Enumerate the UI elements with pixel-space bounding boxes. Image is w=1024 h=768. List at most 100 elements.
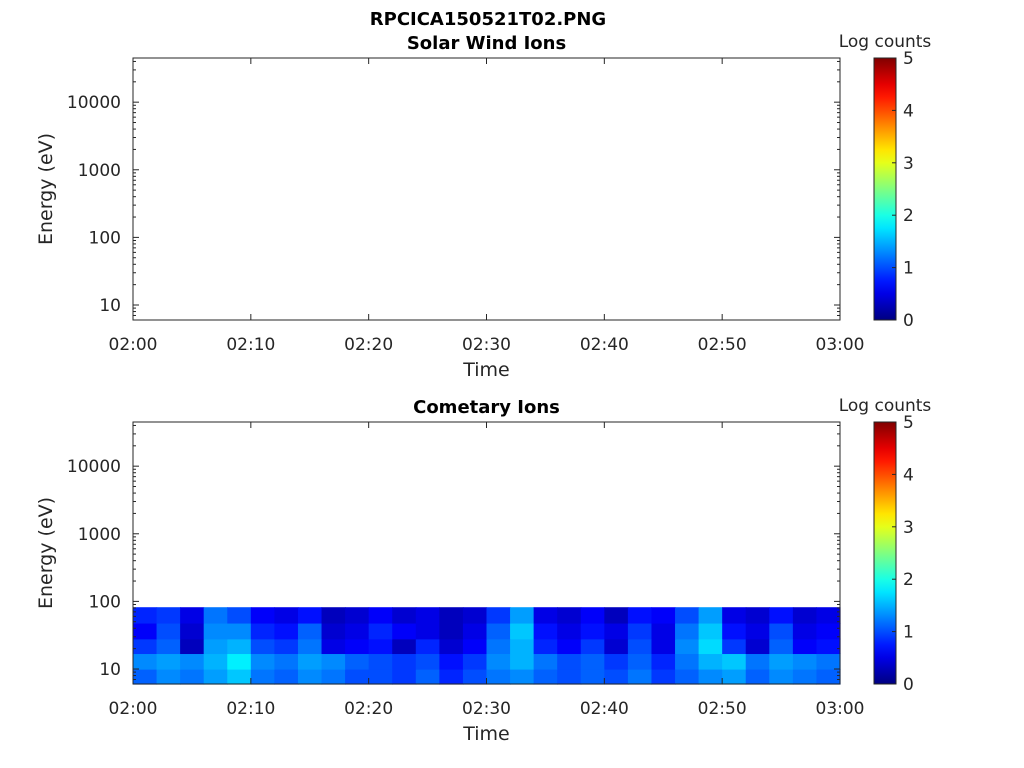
heatmap-cell [792,669,818,685]
heatmap-cell [698,669,723,685]
colorbar [873,57,897,321]
heatmap-cell [510,669,535,685]
heatmap-cell [698,638,723,655]
heatmap-cell [604,622,629,640]
y-tick-label: 10000 [67,457,121,477]
heatmap-cell [698,607,723,624]
heatmap-cell [604,653,629,670]
heatmap-cell [462,638,488,655]
heatmap-cell [415,607,440,624]
heatmap-cell [533,622,558,640]
heatmap-cell [345,638,370,655]
heatmap-cell [345,622,370,640]
x-tick-label: 03:00 [816,335,865,355]
heatmap-cell [486,653,511,670]
heatmap-cell [557,669,582,685]
heatmap-cell [227,653,252,670]
heatmap-cell [392,622,417,640]
heatmap-cell [133,638,158,655]
heatmap-cell [392,669,417,685]
heatmap-cell [816,607,841,624]
heatmap-cell [274,607,299,624]
heatmap-cell [651,653,676,670]
heatmap-cell [675,653,700,670]
heatmap-cell [698,622,723,640]
heatmap-cell [580,622,605,640]
heatmap-cell [651,669,676,685]
heatmap-cell [415,622,440,640]
heatmap-cell [510,607,535,624]
heatmap-cell [533,669,558,685]
heatmap-cell [745,669,770,685]
x-tick-label: 02:30 [462,699,511,719]
x-tick-label: 02:00 [109,699,158,719]
heatmap-cell [651,638,676,655]
heatmap-cell [769,638,794,655]
figure-title: RPCICA150521T02.PNG [370,9,606,30]
heatmap-cell [816,622,841,640]
heatmap-cell [250,653,275,670]
heatmap-cell [203,669,228,685]
x-tick-label: 02:40 [580,335,629,355]
panel-title: Solar Wind Ions [407,33,566,54]
heatmap-cell [462,669,488,685]
heatmap-cell [792,653,818,670]
heatmap-cell [722,607,747,624]
heatmap-cell [203,607,228,624]
heatmap-cell [816,653,841,670]
x-tick-label: 02:10 [226,699,275,719]
heatmap-cell [274,622,299,640]
y-axis-label: Energy (eV) [35,133,57,245]
colorbar-tick-label: 0 [903,311,914,331]
colorbar-label: Log counts [839,32,932,52]
heatmap-cell [321,653,346,670]
heatmap-cell [557,622,582,640]
colorbar-tick-label: 3 [903,154,914,174]
heatmap-cell [486,607,511,624]
heatmap-cells [133,607,841,685]
heatmap-cell [722,622,747,640]
heatmap-cell [675,669,700,685]
heatmap-cell [156,607,181,624]
heatmap-cell [439,669,464,685]
heatmap-cell [297,638,323,655]
heatmap-cell [203,622,228,640]
y-tick-label: 1000 [78,161,121,181]
heatmap-cell [180,638,205,655]
heatmap-cell [462,653,488,670]
y-tick-label: 1000 [78,525,121,545]
heatmap-cell [345,653,370,670]
colorbar-tick-label: 3 [903,518,914,538]
heatmap-cell [604,607,629,624]
heatmap-cell [133,653,158,670]
y-tick-label: 10 [99,296,121,316]
x-tick-label: 02:50 [698,335,747,355]
heatmap-cell [557,607,582,624]
heatmap-cell [297,669,323,685]
heatmap-cell [368,669,393,685]
heatmap-cell [627,669,653,685]
heatmap-cell [274,638,299,655]
x-tick-label: 03:00 [816,699,865,719]
heatmap-cell [345,607,370,624]
heatmap-cell [462,622,488,640]
heatmap-cell [533,653,558,670]
heatmap-cell [297,607,323,624]
y-tick-label: 100 [89,228,121,248]
colorbar-tick-label: 2 [903,206,914,226]
heatmap-cell [462,607,488,624]
heatmap-cell [769,653,794,670]
heatmap-cell [580,638,605,655]
heatmap-cell [274,669,299,685]
y-tick-label: 10000 [67,93,121,113]
heatmap-cell [557,638,582,655]
heatmap-cell [297,622,323,640]
heatmap-cell [533,638,558,655]
colorbar-tick-label: 1 [903,623,914,643]
plot-area [133,58,840,320]
heatmap-cell [557,653,582,670]
heatmap-cell [675,622,700,640]
heatmap-cell [745,607,770,624]
heatmap-cell [745,638,770,655]
heatmap-cell [180,607,205,624]
